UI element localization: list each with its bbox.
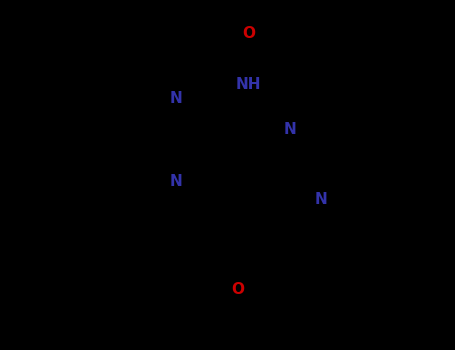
Text: N: N bbox=[170, 174, 182, 189]
Text: N: N bbox=[170, 91, 182, 106]
Text: CH₃: CH₃ bbox=[318, 40, 344, 54]
Text: N: N bbox=[314, 192, 327, 207]
Text: CH₃: CH₃ bbox=[173, 293, 199, 307]
Text: O: O bbox=[231, 282, 244, 297]
Text: O: O bbox=[242, 26, 255, 41]
Text: N: N bbox=[283, 122, 296, 137]
Text: NH: NH bbox=[236, 77, 261, 92]
